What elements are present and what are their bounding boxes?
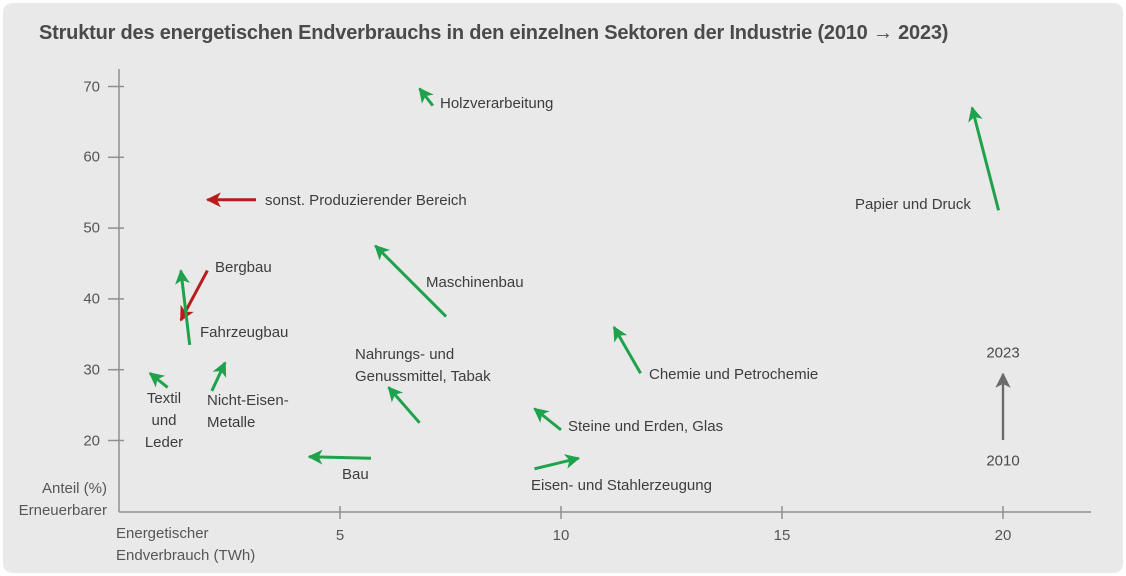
x-axis-title: Energetischer Endverbrauch (TWh) [116, 523, 255, 567]
labels-layer: 20 30 40 50 60 70 5 10 15 20 Anteil (%) Erneuerbare… [3, 3, 1126, 576]
sector-label-textil-und-leder-line-1: und [151, 412, 177, 429]
sector-label-nicht-eisen-metalle-line-0: Nicht-Eisen- [207, 392, 289, 409]
x-tick-label-15: 15 [774, 527, 791, 544]
y-tick-label-70-line-0: 70 [83, 78, 100, 95]
x-tick-label-20-line-0: 20 [994, 527, 1012, 544]
x-tick-label-15-line-0: 15 [773, 527, 791, 544]
sector-label-sonst-produzierender-bereich: sonst. Produzierender Bereich [265, 190, 467, 212]
y-tick-label-50-line-0: 50 [83, 219, 100, 237]
sector-label-maschinenbau: Maschinenbau [426, 272, 524, 294]
x-tick-label-10: 10 [553, 527, 570, 544]
sector-label-nahrungs-und-genussmittel-tabak: Nahrungs- und Genussmittel, Tabak [355, 344, 491, 388]
x-axis-title-line-0: Energetischer [116, 525, 209, 542]
legend-label-2010-line-0: 2010 [986, 452, 1020, 470]
y-tick-label-20-line-0: 20 [83, 432, 100, 449]
sector-label-textil-und-leder: Textil und Leder [145, 388, 183, 454]
legend-label-2010: 2010 [986, 453, 1019, 470]
chart-panel: Struktur des energetischen Endverbrauchs… [3, 3, 1123, 573]
y-tick-label-30: 30 [83, 361, 100, 378]
sector-label-eisen-und-stahlerzeugung: Eisen- und Stahlerzeugung [531, 475, 712, 497]
sector-label-steine-und-erden-glas: Steine und Erden, Glas [568, 416, 723, 438]
chart-title: Struktur des energetischen Endverbrauchs… [39, 22, 949, 44]
sector-label-holzverarbeitung: Holzverarbeitung [440, 93, 553, 115]
y-tick-label-70: 70 [83, 78, 100, 95]
sector-label-fahrzeugbau-line-0: Fahrzeugbau [200, 324, 289, 341]
y-tick-label-60-line-0: 60 [83, 148, 100, 166]
sector-label-fahrzeugbau: Fahrzeugbau [200, 322, 288, 344]
sector-label-nicht-eisen-metalle-line-1: Metalle [207, 414, 256, 431]
x-tick-label-10-line-0: 10 [552, 527, 570, 544]
sector-label-nahrungs-und-genussmittel-tabak-line-0: Nahrungs- und [355, 346, 455, 363]
x-tick-label-5-line-0: 5 [335, 527, 345, 544]
x-axis-title-line-1: Endverbrauch (TWh) [116, 547, 256, 564]
x-tick-label-5: 5 [336, 527, 344, 544]
sector-label-textil-und-leder-line-0: Textil [146, 390, 182, 407]
y-axis-title-line-0: Anteil (%) [41, 480, 107, 497]
y-tick-label-20: 20 [83, 432, 100, 449]
sector-label-bau-line-0: Bau [342, 466, 369, 483]
sector-label-textil-und-leder-line-2: Leder [144, 434, 184, 451]
x-tick-label-20: 20 [995, 527, 1012, 544]
y-axis-title: Anteil (%) Erneuerbarer [19, 478, 107, 522]
sector-label-eisen-und-stahlerzeugung-line-0: Eisen- und Stahlerzeugung [531, 477, 712, 494]
sector-label-nahrungs-und-genussmittel-tabak-line-1: Genussmittel, Tabak [355, 368, 491, 385]
sector-label-steine-und-erden-glas-line-0: Steine und Erden, Glas [568, 418, 724, 435]
y-tick-label-40-line-0: 40 [83, 290, 100, 308]
sector-label-bergbau: Bergbau [215, 257, 272, 279]
sector-label-papier-und-druck: Papier und Druck [855, 194, 971, 216]
y-tick-label-60: 60 [83, 149, 100, 166]
legend-label-2023-line-0: 2023 [986, 344, 1020, 362]
sector-label-sonst-produzierender-bereich-line-0: sonst. Produzierender Bereich [265, 192, 467, 209]
sector-label-bergbau-line-0: Bergbau [215, 259, 272, 276]
y-tick-label-30-line-0: 30 [83, 361, 100, 379]
sector-label-holzverarbeitung-line-0: Holzverarbeitung [440, 95, 554, 112]
sector-label-papier-und-druck-line-0: Papier und Druck [855, 196, 971, 213]
sector-label-chemie-und-petrochemie-line-0: Chemie und Petrochemie [649, 366, 819, 383]
sector-label-maschinenbau-line-0: Maschinenbau [426, 274, 524, 291]
y-tick-label-50: 50 [83, 220, 100, 237]
legend-label-2023: 2023 [986, 345, 1019, 362]
y-axis-title-line-1: Erneuerbarer [18, 502, 107, 519]
sector-label-chemie-und-petrochemie: Chemie und Petrochemie [649, 364, 818, 386]
sector-label-bau: Bau [342, 464, 369, 486]
sector-label-nicht-eisen-metalle: Nicht-Eisen- Metalle [207, 390, 289, 434]
y-tick-label-40: 40 [83, 290, 100, 307]
